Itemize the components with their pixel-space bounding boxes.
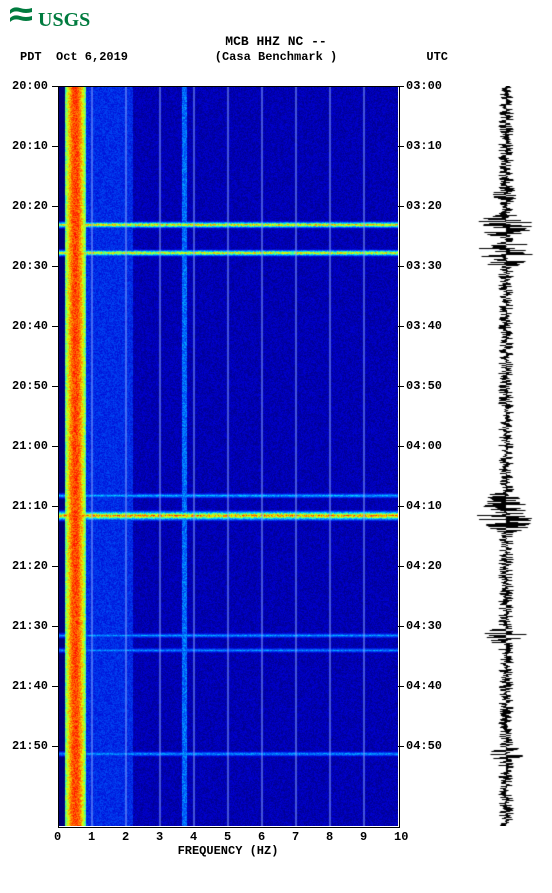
pdt-tick: 21:20: [12, 559, 48, 573]
freq-tick: 2: [122, 830, 129, 844]
freq-tick: 4: [190, 830, 197, 844]
pdt-tick: 20:20: [12, 199, 48, 213]
utc-tick: 04:50: [406, 739, 442, 753]
utc-tick: 03:10: [406, 139, 442, 153]
svg-text:USGS: USGS: [38, 9, 90, 31]
x-axis-label: FREQUENCY (HZ): [58, 844, 398, 858]
freq-tick: 0: [54, 830, 61, 844]
usgs-logo: USGS: [8, 6, 100, 36]
pdt-tick: 21:50: [12, 739, 48, 753]
freq-tick: 9: [360, 830, 367, 844]
pdt-tick: 20:40: [12, 319, 48, 333]
utc-tick: 04:10: [406, 499, 442, 513]
utc-label: UTC: [426, 50, 448, 64]
pdt-tick: 21:40: [12, 679, 48, 693]
pdt-tick: 20:30: [12, 259, 48, 273]
freq-tick: 3: [156, 830, 163, 844]
spectrogram-plot: [58, 86, 398, 826]
utc-tick: 03:30: [406, 259, 442, 273]
pdt-tick: 20:10: [12, 139, 48, 153]
utc-tick: 03:20: [406, 199, 442, 213]
freq-tick: 5: [224, 830, 231, 844]
station-title: MCB HHZ NC --: [0, 34, 552, 49]
utc-tick: 03:40: [406, 319, 442, 333]
figure-container: USGS MCB HHZ NC -- PDT Oct 6,2019 (Casa …: [0, 0, 552, 893]
seismogram-canvas: [470, 86, 542, 826]
freq-tick: 7: [292, 830, 299, 844]
pdt-tick: 21:10: [12, 499, 48, 513]
spectrogram-canvas: [58, 86, 398, 826]
pdt-tick: 20:50: [12, 379, 48, 393]
utc-tick: 04:00: [406, 439, 442, 453]
utc-tick: 04:40: [406, 679, 442, 693]
seismogram-plot: [470, 86, 542, 826]
location-label: (Casa Benchmark ): [0, 50, 552, 64]
freq-tick: 1: [88, 830, 95, 844]
utc-tick: 04:20: [406, 559, 442, 573]
pdt-tick: 20:00: [12, 79, 48, 93]
utc-tick: 04:30: [406, 619, 442, 633]
pdt-tick: 21:00: [12, 439, 48, 453]
freq-tick: 8: [326, 830, 333, 844]
utc-tick: 03:00: [406, 79, 442, 93]
utc-tick: 03:50: [406, 379, 442, 393]
freq-tick: 6: [258, 830, 265, 844]
pdt-tick: 21:30: [12, 619, 48, 633]
freq-tick: 10: [394, 830, 408, 844]
